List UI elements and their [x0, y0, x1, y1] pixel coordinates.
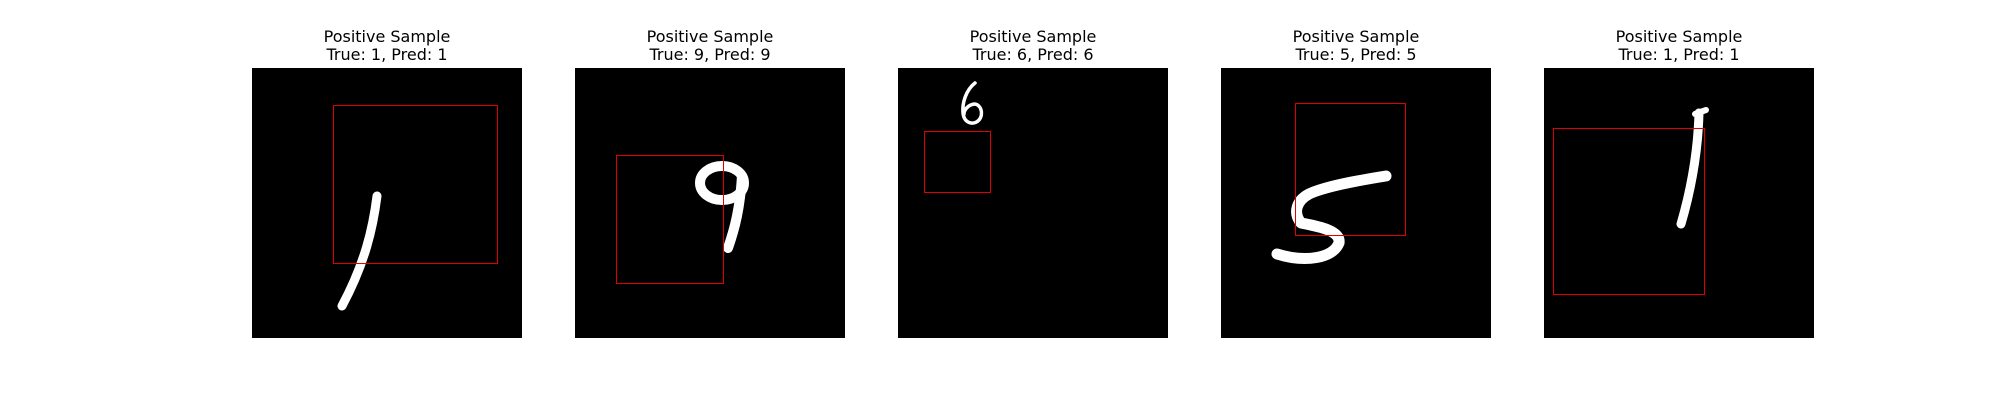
bounding-box — [616, 155, 724, 284]
panel-title: Positive Sample True: 9, Pred: 9 — [575, 28, 845, 64]
panel-title-text: Positive Sample — [969, 27, 1097, 46]
panel-title: Positive Sample True: 6, Pred: 6 — [898, 28, 1168, 64]
digit-image — [252, 68, 522, 338]
bounding-box — [924, 131, 991, 193]
sample-panel-2: Positive Sample True: 9, Pred: 9 — [575, 0, 845, 340]
digit-image — [1221, 68, 1491, 338]
panel-subtitle-text: True: 1, Pred: 1 — [326, 45, 448, 64]
panel-title-text: Positive Sample — [1292, 27, 1420, 46]
panel-title: Positive Sample True: 1, Pred: 1 — [1544, 28, 1814, 64]
panel-subtitle-text: True: 5, Pred: 5 — [1295, 45, 1417, 64]
digit-one-glyph — [1676, 107, 1709, 229]
panel-title: Positive Sample True: 5, Pred: 5 — [1221, 28, 1491, 64]
digit-one-glyph — [337, 191, 382, 311]
digit-image — [1544, 68, 1814, 338]
digit-six-glyph — [961, 81, 984, 125]
panel-subtitle-text: True: 6, Pred: 6 — [972, 45, 1094, 64]
panel-title-text: Positive Sample — [646, 27, 774, 46]
sample-panel-4: Positive Sample True: 5, Pred: 5 — [1221, 0, 1491, 340]
bounding-box — [1553, 128, 1705, 295]
panel-subtitle-text: True: 9, Pred: 9 — [649, 45, 771, 64]
sample-panel-5: Positive Sample True: 1, Pred: 1 — [1544, 0, 1814, 340]
panel-title-text: Positive Sample — [323, 27, 451, 46]
panel-title-text: Positive Sample — [1615, 27, 1743, 46]
digit-nine-glyph — [695, 161, 749, 253]
sample-panel-3: Positive Sample True: 6, Pred: 6 — [898, 0, 1168, 340]
digit-five-glyph — [1271, 170, 1392, 264]
digit-image — [898, 68, 1168, 338]
sample-panel-1: Positive Sample True: 1, Pred: 1 — [252, 0, 522, 340]
digit-image — [575, 68, 845, 338]
bounding-box — [1295, 103, 1406, 236]
panel-title: Positive Sample True: 1, Pred: 1 — [252, 28, 522, 64]
bounding-box — [333, 105, 498, 264]
panel-subtitle-text: True: 1, Pred: 1 — [1618, 45, 1740, 64]
